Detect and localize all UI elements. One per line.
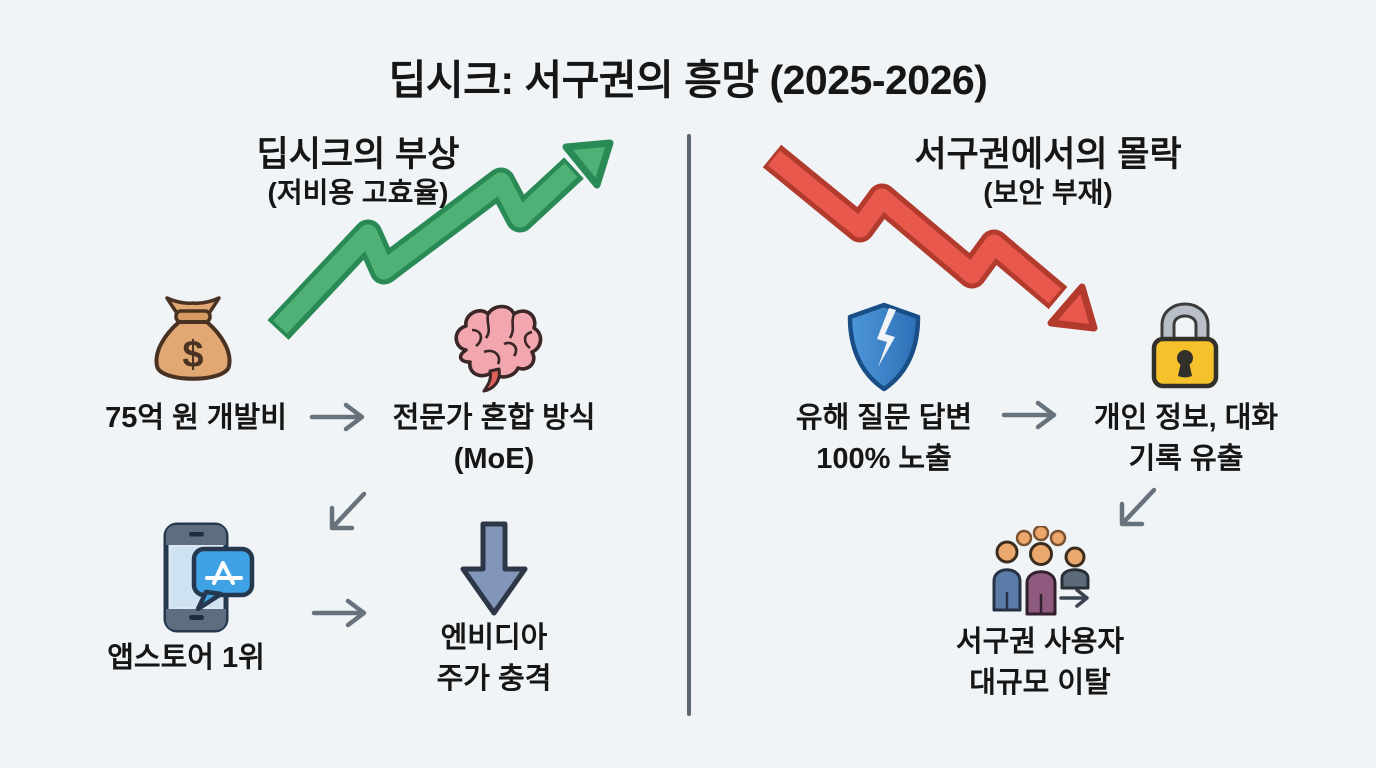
appstore-label: 앱스토어 1위 <box>107 642 265 674</box>
svg-text:$: $ <box>182 334 203 376</box>
nvidia-label: 엔비디아 주가 충격 <box>334 618 654 700</box>
moe-label-line2: (MoE) <box>453 443 535 476</box>
right-arrow-icon <box>311 598 367 628</box>
zigzag-up-arrow-icon <box>267 139 614 340</box>
data-leak-line2: 기록 유출 <box>1128 443 1244 476</box>
users-leaving-icon <box>992 526 1090 616</box>
nvidia-label-line2: 주가 충격 <box>436 663 552 696</box>
harmful-answers-line2: 100% 노출 <box>816 443 952 476</box>
right-heading: 서구권에서의 몰락 <box>914 135 1182 174</box>
user-exodus-label: 서구권 사용자 대규모 이탈 <box>880 622 1200 704</box>
harmful-answers-line1: 유해 질문 답변 <box>795 402 973 434</box>
moe-label: 전문가 혼합 방식 (MoE) <box>334 398 654 480</box>
left-section-header: 딥시크의 부상 (저비용 고효율) <box>178 132 538 208</box>
user-exodus-line1: 서구권 사용자 <box>955 626 1125 658</box>
user-exodus-line2: 대규모 이탈 <box>969 667 1111 700</box>
moe-label-line1: 전문가 혼합 방식 <box>392 402 596 434</box>
left-subheading: (저비용 고효율) <box>267 176 449 208</box>
brain-icon <box>454 304 543 393</box>
harmful-answers-label: 유해 질문 답변 100% 노출 <box>724 398 1044 480</box>
padlock-icon <box>1151 302 1219 389</box>
center-divider <box>687 134 691 716</box>
smartphone-appstore-icon <box>163 522 255 633</box>
block-down-arrow-icon <box>460 521 528 616</box>
money-bag-icon: $ <box>154 296 232 381</box>
page-title: 딥시크: 서구권의 흥망 (2025-2026) <box>388 57 988 103</box>
cost-label: 75억 원 개발비 <box>105 402 287 434</box>
down-left-arrow-icon <box>1119 487 1157 527</box>
right-arrow-icon <box>309 402 365 432</box>
left-heading: 딥시크의 부상 <box>256 135 460 174</box>
data-leak-line1: 개인 정보, 대화 <box>1093 402 1279 434</box>
zigzag-down-arrow-icon <box>762 144 1098 332</box>
right-arrow-icon <box>1001 400 1057 430</box>
nvidia-label-line1: 엔비디아 <box>440 622 548 654</box>
down-left-arrow-icon <box>329 491 367 531</box>
right-section-header: 서구권에서의 몰락 (보안 부재) <box>868 132 1228 208</box>
broken-shield-icon <box>847 302 921 392</box>
data-leak-label: 개인 정보, 대화 기록 유출 <box>1026 398 1346 480</box>
right-subheading: (보안 부재) <box>983 176 1113 208</box>
